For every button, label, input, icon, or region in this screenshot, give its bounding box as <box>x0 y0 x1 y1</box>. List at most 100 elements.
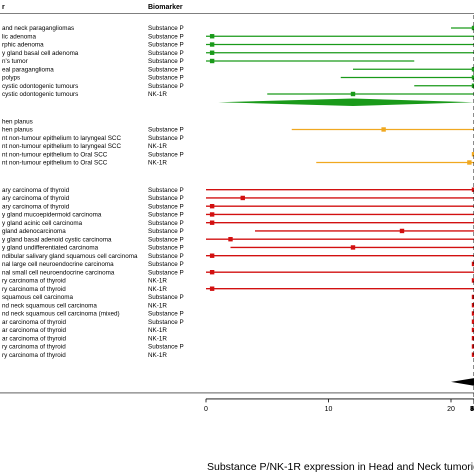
point-estimate <box>471 83 474 88</box>
biomarker-label: Substance P <box>148 319 184 326</box>
x-tick-label: 70 <box>470 406 474 413</box>
point-estimate <box>471 67 474 72</box>
point-estimate <box>209 286 215 291</box>
point-estimate <box>471 311 474 316</box>
point-estimate <box>240 195 245 201</box>
x-tick-label: 90 <box>470 406 474 413</box>
study-label: gland adenocarcinoma <box>2 228 66 235</box>
point-estimate <box>209 253 215 258</box>
point-estimate <box>471 303 474 308</box>
point-estimate <box>471 352 474 357</box>
point-estimate <box>471 344 474 349</box>
point-estimate <box>381 127 386 132</box>
point-estimate <box>350 245 356 250</box>
x-tick-label: 50 <box>470 406 474 413</box>
point-estimate <box>209 270 215 275</box>
biomarker-label: Substance P <box>148 245 184 252</box>
biomarker-label: Substance P <box>148 311 184 318</box>
study-label: y gland acinic cell carcinoma <box>2 220 83 227</box>
biomarker-label: Substance P <box>148 187 184 194</box>
study-label: rphic adenoma <box>2 42 44 49</box>
study-label: ary carcinoma of thyroid <box>2 195 70 202</box>
summary-diamond-benign <box>218 98 474 107</box>
study-label: nt non-tumour epithelium to Oral SCC <box>2 160 108 167</box>
study-label: n's tumor <box>2 58 28 65</box>
biomarker-label: NK-1R <box>148 327 167 334</box>
study-label: y gland undifferentiated carcinoma <box>2 245 99 252</box>
study-label: hen planus <box>2 118 33 125</box>
study-label: polyps <box>2 75 20 82</box>
study-label: ary carcinoma of thyroid <box>2 203 70 210</box>
point-estimate <box>467 160 472 165</box>
point-estimate <box>228 237 233 242</box>
study-label: ar carcinoma of thyroid <box>2 335 67 342</box>
study-label: nt non-tumour epithelium to laryngeal SC… <box>2 143 121 150</box>
point-estimate <box>209 34 215 39</box>
x-tick-label: 30 <box>470 406 474 413</box>
study-label: y gland basal adenoid cystic carcinoma <box>2 236 112 243</box>
point-estimate <box>471 319 474 324</box>
biomarker-label: Substance P <box>148 220 184 227</box>
x-tick-label: 20 <box>447 406 455 413</box>
point-estimate <box>209 42 215 47</box>
point-estimate <box>350 91 356 97</box>
study-label: ar carcinoma of thyroid <box>2 319 67 326</box>
biomarker-label: NK-1R <box>148 335 167 342</box>
study-label: ar carcinoma of thyroid <box>2 327 67 334</box>
biomarker-label: Substance P <box>148 50 184 57</box>
biomarker-label: NK-1R <box>148 286 167 293</box>
x-tick-label: 10 <box>325 406 333 413</box>
point-estimate <box>471 278 474 283</box>
biomarker-label: NK-1R <box>148 160 167 167</box>
point-estimate <box>209 204 215 209</box>
point-estimate <box>209 212 215 217</box>
biomarker-label: Substance P <box>148 42 184 49</box>
point-estimate <box>471 294 474 300</box>
point-estimate <box>471 25 474 31</box>
point-estimate <box>471 327 474 333</box>
point-estimate <box>209 58 215 64</box>
biomarker-label: Substance P <box>148 253 184 260</box>
study-label: cystic odontogenic tumours <box>2 83 78 90</box>
biomarker-label: Substance P <box>148 83 184 90</box>
biomarker-label: Substance P <box>148 135 184 142</box>
forest-rows: and neck paragangliomas Substance P lic ad… <box>2 25 474 386</box>
biomarker-label: Substance P <box>148 127 184 134</box>
biomarker-label: Substance P <box>148 66 184 73</box>
point-estimate <box>471 152 474 157</box>
study-label: cystic odontogenic tumours <box>2 91 78 98</box>
study-label: nt non-tumour epithelium to laryngeal SC… <box>2 135 121 142</box>
biomarker-label: Substance P <box>148 212 184 219</box>
study-label: ry carcinoma of thyroid <box>2 286 66 293</box>
point-estimate <box>471 336 474 341</box>
point-estimate <box>209 50 215 55</box>
x-tick-label: 0 <box>204 406 208 413</box>
point-estimate <box>471 261 474 267</box>
study-label: nal small cell neuroendocrine carcinoma <box>2 269 115 276</box>
study-label: nal large cell neuroendocrine carcinoma <box>2 261 114 268</box>
biomarker-label: Substance P <box>148 195 184 202</box>
biomarker-label: Substance P <box>148 344 184 351</box>
study-label: y gland mucoepidermoid carcinoma <box>2 212 102 219</box>
biomarker-label: Substance P <box>148 58 184 65</box>
biomarker-label: NK-1R <box>148 143 167 150</box>
study-label: ndibular salivary gland squamous cell ca… <box>2 253 138 260</box>
header-study: r <box>2 4 5 11</box>
study-label: ry carcinoma of thyroid <box>2 352 66 359</box>
x-tick-label: 40 <box>470 406 474 413</box>
biomarker-label: Substance P <box>148 236 184 243</box>
biomarker-label: Substance P <box>148 294 184 301</box>
summary-diamond-overall <box>451 378 474 386</box>
biomarker-label: Substance P <box>148 261 184 268</box>
point-estimate <box>399 228 405 234</box>
biomarker-label: Substance P <box>148 151 184 158</box>
study-label: ry carcinoma of thyroid <box>2 278 66 285</box>
point-estimate <box>471 75 474 80</box>
point-estimate <box>209 220 215 225</box>
study-label: nd neck squamous cell carcinoma (mixed) <box>2 311 120 318</box>
study-label: and neck paragangliomas <box>2 25 74 32</box>
biomarker-label: Substance P <box>148 228 184 235</box>
x-tick-label: 60 <box>470 406 474 413</box>
study-label: ary carcinoma of thyroid <box>2 187 70 194</box>
